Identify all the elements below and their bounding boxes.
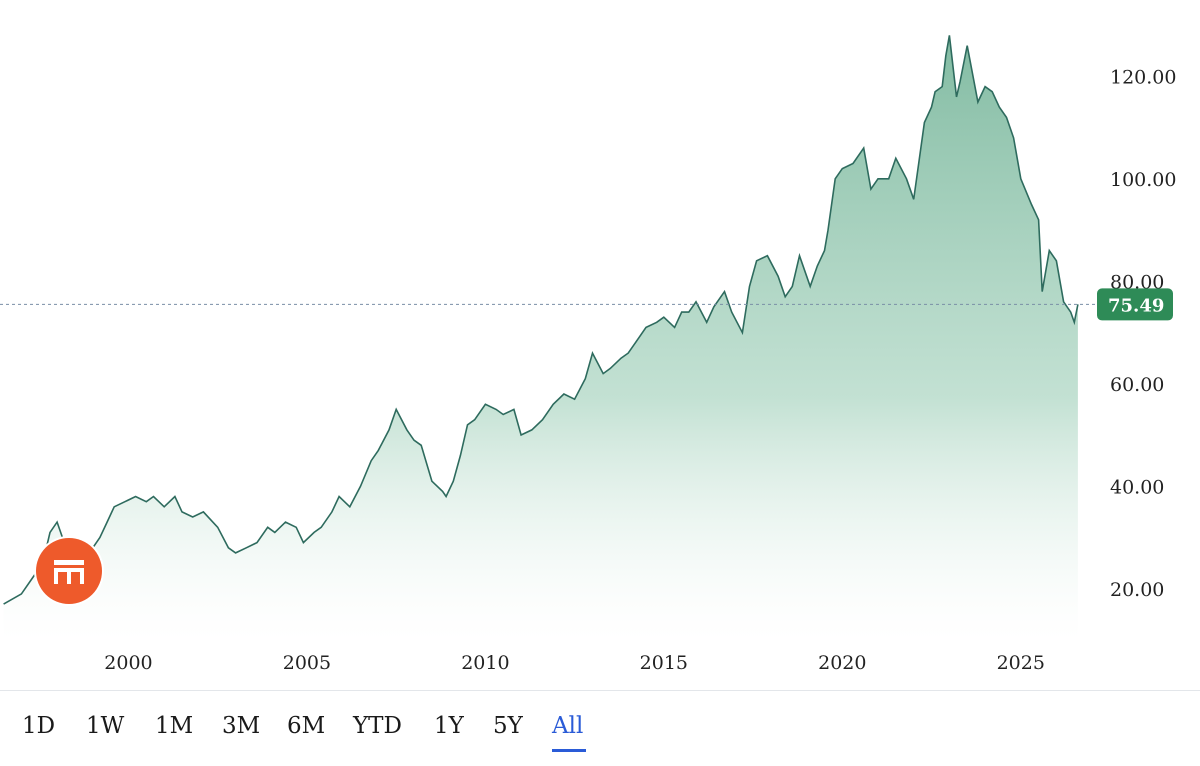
- range-button-1d[interactable]: 1D: [22, 713, 56, 739]
- price-line: [3, 35, 1079, 605]
- range-button-5y[interactable]: 5Y: [493, 713, 523, 739]
- y-tick-label: 40.00: [1110, 476, 1164, 498]
- x-tick-label: 2000: [104, 652, 152, 674]
- range-button-1w[interactable]: 1W: [86, 713, 125, 739]
- x-tick-label: 2015: [640, 652, 688, 674]
- x-tick-label: 2005: [283, 652, 331, 674]
- y-tick-label: 20.00: [1110, 579, 1164, 601]
- price-badge-bg: [1097, 288, 1173, 321]
- range-button-1y[interactable]: 1Y: [434, 713, 464, 739]
- active-range-underline: [552, 749, 586, 752]
- y-tick-label: 60.00: [1110, 374, 1164, 396]
- range-button-1m[interactable]: 1M: [155, 713, 194, 739]
- x-tick-label: 2020: [818, 652, 866, 674]
- current-price-badge: 75.49: [1097, 288, 1173, 321]
- y-tick-label: 120.00: [1110, 66, 1176, 88]
- y-axis: 20.00 40.00 60.00 80.00 100.00 120.00: [1110, 66, 1176, 600]
- range-button-3m[interactable]: 3M: [222, 713, 261, 739]
- x-axis: 2000 2005 2010 2015 2020 2025: [104, 652, 1045, 674]
- range-button-all[interactable]: All: [552, 713, 584, 739]
- time-range-selector: 1D 1W 1M 3M 6M YTD 1Y 5Y All: [0, 690, 1200, 766]
- range-button-6m[interactable]: 6M: [287, 713, 326, 739]
- range-button-ytd[interactable]: YTD: [353, 713, 402, 739]
- y-tick-label: 100.00: [1110, 169, 1176, 191]
- price-badge-label: 75.49: [1108, 295, 1164, 316]
- price-chart: 20.00 40.00 60.00 80.00 100.00 120.00 2000 200…: [0, 35, 1176, 674]
- x-tick-label: 2025: [997, 652, 1045, 674]
- x-tick-label: 2010: [461, 652, 509, 674]
- y-tick-label: 80.00: [1110, 271, 1164, 293]
- broker-logo-icon: [36, 538, 102, 604]
- price-area-fill: [3, 35, 1078, 640]
